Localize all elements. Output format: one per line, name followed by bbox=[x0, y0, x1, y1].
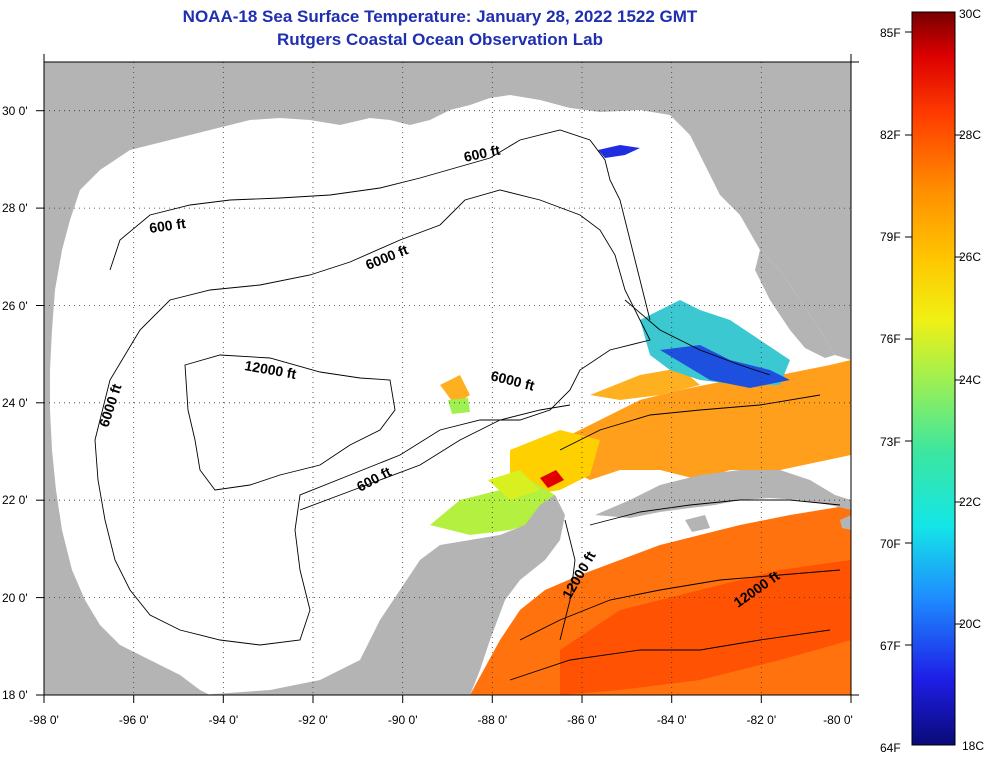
sst-patch-mid-gulf-green bbox=[448, 398, 470, 414]
colorbar-c-label: 18C bbox=[962, 739, 984, 753]
colorbar-gradient bbox=[911, 11, 956, 746]
x-tick-label: -96 0' bbox=[119, 713, 149, 727]
sst-patch-mid-gulf bbox=[440, 375, 470, 405]
contour-12000ft bbox=[184, 354, 396, 491]
sst-patch-panhandle bbox=[598, 145, 640, 158]
bathymetry-contours bbox=[94, 129, 841, 681]
axis-ticks bbox=[36, 54, 859, 703]
land-isla-juventud bbox=[685, 515, 710, 532]
contour-600ft-yucatan bbox=[299, 404, 571, 511]
sst-patch-green-2 bbox=[488, 470, 540, 500]
x-tick-label: -86 0' bbox=[567, 713, 597, 727]
sst-data-layer bbox=[430, 145, 851, 695]
sst-patch-florida-bay-blue bbox=[660, 345, 790, 388]
colorbar-f-label: 70F bbox=[880, 537, 901, 551]
sst-patch-straits bbox=[560, 360, 851, 480]
y-tick-label: 18 0' bbox=[2, 688, 28, 702]
contour-6000ft-ring bbox=[94, 189, 651, 646]
colorbar-c-label: 20C bbox=[959, 617, 981, 631]
colorbar-f-label: 64F bbox=[880, 741, 901, 755]
colorbar-f-label: 76F bbox=[880, 332, 901, 346]
colorbar-c-label: 24C bbox=[959, 373, 981, 387]
y-tick-label: 26 0' bbox=[2, 299, 28, 313]
contour-caribbean-2 bbox=[509, 629, 831, 681]
colorbar-f-label: 85F bbox=[880, 26, 901, 40]
x-tick-label: -98 0' bbox=[29, 713, 59, 727]
land-florida-tip bbox=[755, 250, 835, 358]
colorbar: 85F 82F 79F 76F 73F 70F 67F 64F 30C 28C … bbox=[880, 7, 984, 755]
contour-label: 600 ft bbox=[462, 142, 501, 165]
contour-caribbean-1 bbox=[519, 569, 841, 641]
colorbar-c-label: 26C bbox=[959, 250, 981, 264]
sst-patch-straits-2 bbox=[590, 368, 700, 400]
x-tick-label: -90 0' bbox=[388, 713, 418, 727]
contour-label: 600 ft bbox=[148, 215, 187, 236]
colorbar-c-label: 22C bbox=[959, 495, 981, 509]
land-hispaniola-edge bbox=[840, 515, 851, 530]
plot-frame bbox=[43, 61, 852, 696]
colorbar-c-label: 28C bbox=[959, 128, 981, 142]
sst-patch-hotspot bbox=[540, 470, 564, 488]
x-tick-label: -94 0' bbox=[208, 713, 238, 727]
y-axis-labels: 18 0' 20 0' 22 0' 24 0' 26 0' 28 0' 30 0… bbox=[2, 104, 28, 702]
colorbar-f-label: 67F bbox=[880, 639, 901, 653]
y-tick-label: 24 0' bbox=[2, 396, 28, 410]
contour-straits bbox=[559, 394, 821, 451]
sst-patch-yucatan-channel bbox=[510, 430, 600, 495]
land-layer bbox=[44, 62, 851, 695]
colorbar-f-label: 73F bbox=[880, 435, 901, 449]
x-axis-labels: -98 0' -96 0' -94 0' -92 0' -90 0' -88 0… bbox=[29, 713, 853, 727]
graticule bbox=[44, 62, 851, 695]
y-tick-label: 20 0' bbox=[2, 591, 28, 605]
y-tick-label: 28 0' bbox=[2, 201, 28, 215]
x-tick-label: -84 0' bbox=[657, 713, 687, 727]
colorbar-f-label: 82F bbox=[880, 128, 901, 142]
colorbar-f-label: 79F bbox=[880, 230, 901, 244]
contour-cuba-shelf bbox=[589, 499, 841, 526]
contour-600ft-north bbox=[109, 129, 651, 321]
sst-patch-florida-bay bbox=[640, 300, 790, 385]
contour-yucatan-channel bbox=[559, 519, 576, 641]
y-tick-label: 30 0' bbox=[2, 104, 28, 118]
contour-600ft-florida-shelf bbox=[624, 299, 771, 376]
land-mexico-yucatan bbox=[200, 495, 565, 695]
x-tick-label: -88 0' bbox=[477, 713, 507, 727]
y-tick-label: 22 0' bbox=[2, 493, 28, 507]
x-tick-label: -82 0' bbox=[746, 713, 776, 727]
x-tick-label: -80 0' bbox=[823, 713, 853, 727]
land-cuba bbox=[595, 470, 851, 518]
land-us-gulf-coast bbox=[44, 62, 851, 695]
sst-patch-caribbean-hot bbox=[560, 560, 851, 695]
colorbar-c-label: 30C bbox=[959, 7, 981, 21]
title-line-2: Rutgers Coastal Ocean Observation Lab bbox=[277, 30, 603, 49]
x-tick-label: -92 0' bbox=[298, 713, 328, 727]
title-line-1: NOAA-18 Sea Surface Temperature: January… bbox=[182, 7, 698, 26]
